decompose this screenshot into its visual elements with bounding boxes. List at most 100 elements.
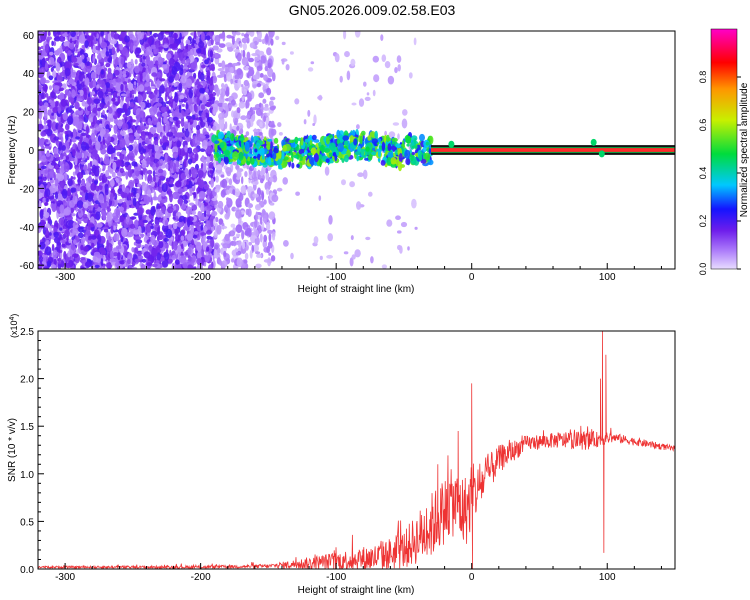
spectral-blob <box>172 116 179 121</box>
spectral-blob <box>142 219 148 224</box>
spectral-blob <box>259 73 264 78</box>
spectral-blob <box>113 233 120 242</box>
spectral-blob <box>85 31 89 37</box>
spectral-blob <box>136 255 144 260</box>
spectral-blob <box>218 62 222 67</box>
spectral-blob <box>51 121 57 132</box>
spectral-blob <box>143 251 151 259</box>
spectral-blob <box>92 79 97 88</box>
spectral-blob <box>207 116 214 123</box>
spectral-blob <box>356 201 362 210</box>
spectral-blob <box>145 102 152 108</box>
spectral-blob <box>226 34 233 39</box>
spectral-blob <box>72 222 76 228</box>
spectral-blob <box>60 98 67 107</box>
spectral-blob <box>246 36 250 44</box>
spectral-blob <box>140 263 146 269</box>
spectral-blob <box>249 249 253 259</box>
spectral-blob <box>83 151 89 157</box>
spectral-blob <box>408 72 413 79</box>
spectral-blob <box>47 172 50 182</box>
spectral-blob <box>208 78 214 86</box>
spectral-blob <box>269 106 276 111</box>
spectral-blob <box>103 228 109 233</box>
spectral-blob <box>91 31 95 37</box>
spectral-blob <box>350 58 356 67</box>
spectral-blob <box>181 103 185 107</box>
spectral-blob <box>79 89 84 96</box>
spectral-blob <box>185 58 191 64</box>
spectral-blob <box>269 202 275 206</box>
spectral-blob <box>254 236 260 246</box>
spectral-blob <box>139 73 143 82</box>
spectral-blob <box>113 33 120 40</box>
spectral-blob <box>200 135 206 139</box>
spectral-blob <box>179 94 185 100</box>
spectral-blob <box>232 161 238 166</box>
spectral-blob <box>212 125 217 131</box>
spectral-blob <box>246 228 252 233</box>
spectral-blob <box>84 170 90 175</box>
spectral-blob <box>366 92 370 96</box>
spectral-blob <box>278 132 283 136</box>
spectral-blob <box>104 128 110 134</box>
spectral-blob <box>53 136 59 141</box>
spectral-blob <box>193 231 199 235</box>
spectral-blob <box>194 105 198 113</box>
spectral-blob <box>243 259 248 264</box>
spectral-blob <box>191 210 196 215</box>
spectral-blob <box>99 167 102 173</box>
spectral-blob <box>116 107 123 114</box>
spectral-blob <box>281 139 286 147</box>
spectral-blob <box>48 232 52 236</box>
spectral-blob <box>161 112 169 117</box>
spectral-blob <box>84 234 89 242</box>
spectral-blob <box>254 56 258 63</box>
spectral-blob <box>102 139 106 145</box>
spectral-blob <box>258 92 265 99</box>
spectral-blob <box>249 42 256 49</box>
spectral-blob <box>174 259 180 265</box>
spectral-blob <box>132 107 136 113</box>
spectral-blob <box>58 261 62 265</box>
spectral-blob <box>148 93 155 99</box>
spectral-blob <box>263 115 267 122</box>
spectral-blob <box>74 101 80 110</box>
spectral-blob <box>170 159 174 169</box>
spectral-blob <box>252 84 257 88</box>
spectral-blob <box>215 175 219 183</box>
spectral-blob <box>184 186 188 192</box>
spectral-blob <box>392 122 400 126</box>
spectral-blob <box>171 66 178 75</box>
spectral-blob <box>46 36 53 40</box>
spectral-blob <box>157 226 161 235</box>
spectral-blob <box>54 100 59 107</box>
spectral-blob <box>252 244 259 253</box>
spectral-blob <box>411 198 417 209</box>
spectral-blob <box>219 70 226 76</box>
spectral-blob <box>258 132 263 136</box>
spectral-blob <box>96 50 102 55</box>
spectral-blob <box>61 243 66 248</box>
spectral-blob <box>232 236 237 241</box>
spectral-blob <box>190 123 194 129</box>
spectral-blob <box>88 138 92 146</box>
spectral-blob <box>246 114 251 120</box>
spectral-blob <box>83 246 89 252</box>
spectral-blob <box>191 204 198 211</box>
spectral-blob <box>70 213 76 217</box>
spectral-blob <box>146 156 151 165</box>
spectral-blob <box>49 226 52 232</box>
spectral-blob <box>259 233 263 243</box>
spectral-blob <box>56 156 61 161</box>
spectral-blob <box>138 90 144 95</box>
spectral-blob <box>64 93 67 99</box>
spectral-blob <box>158 178 162 186</box>
spectral-blob <box>192 119 197 128</box>
spectral-blob <box>158 117 161 122</box>
spectral-blob <box>59 227 63 231</box>
spectral-blob <box>199 72 205 82</box>
spectral-blob <box>213 103 219 113</box>
spectral-blob <box>67 178 73 187</box>
spectral-blob <box>75 46 78 52</box>
